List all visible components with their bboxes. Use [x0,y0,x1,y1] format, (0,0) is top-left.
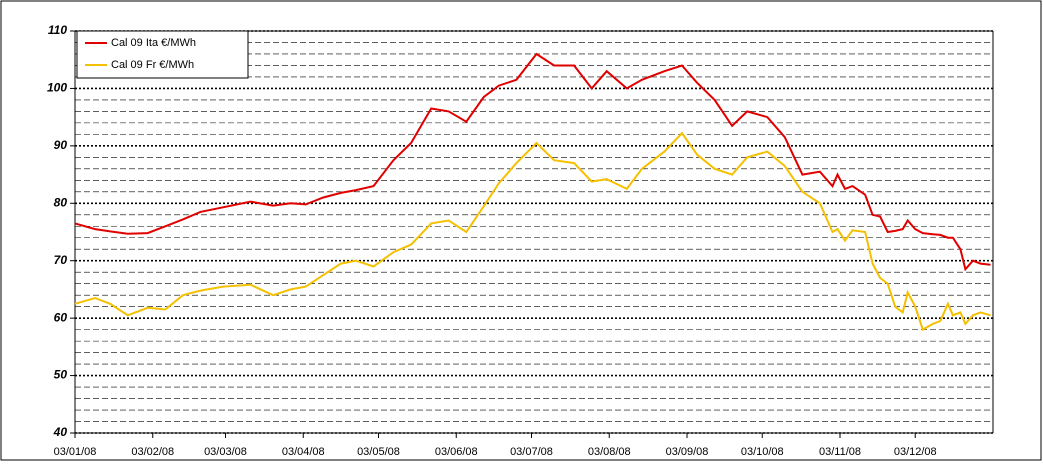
line-series [74,52,991,272]
x-tick-label: 03/06/08 [435,446,478,458]
x-tick-label: 03/02/08 [131,446,174,458]
y-tick-label: 40 [53,425,68,439]
x-tick-label: 03/07/08 [510,446,553,458]
y-tick-label: 100 [47,81,67,95]
y-tick-label: 50 [54,368,68,382]
line-series [74,131,991,332]
y-tick-label: 60 [54,310,68,324]
x-tick-label: 03/11/08 [819,446,861,458]
y-tick-label: 90 [54,138,68,152]
legend-label: Cal 09 Fr €/MWh [111,59,194,71]
y-tick-label: 80 [54,195,68,209]
y-tick-label: 110 [48,23,67,37]
x-tick-label: 03/04/08 [282,446,325,458]
x-tick-label: 03/09/08 [666,446,709,458]
x-tick-label: 03/12/08 [894,446,937,458]
legend-box [76,30,249,79]
x-tick-label: 03/05/08 [357,446,400,458]
x-tick-label: 03/08/08 [588,446,631,458]
legend-label: Cal 09 Ita €/MWh [111,37,196,49]
y-tick-label: 70 [54,253,68,267]
x-tick-label: 03/03/08 [204,446,247,458]
x-tick-label: 03/01/08 [54,446,97,458]
x-tick-label: 03/10/08 [741,446,784,458]
